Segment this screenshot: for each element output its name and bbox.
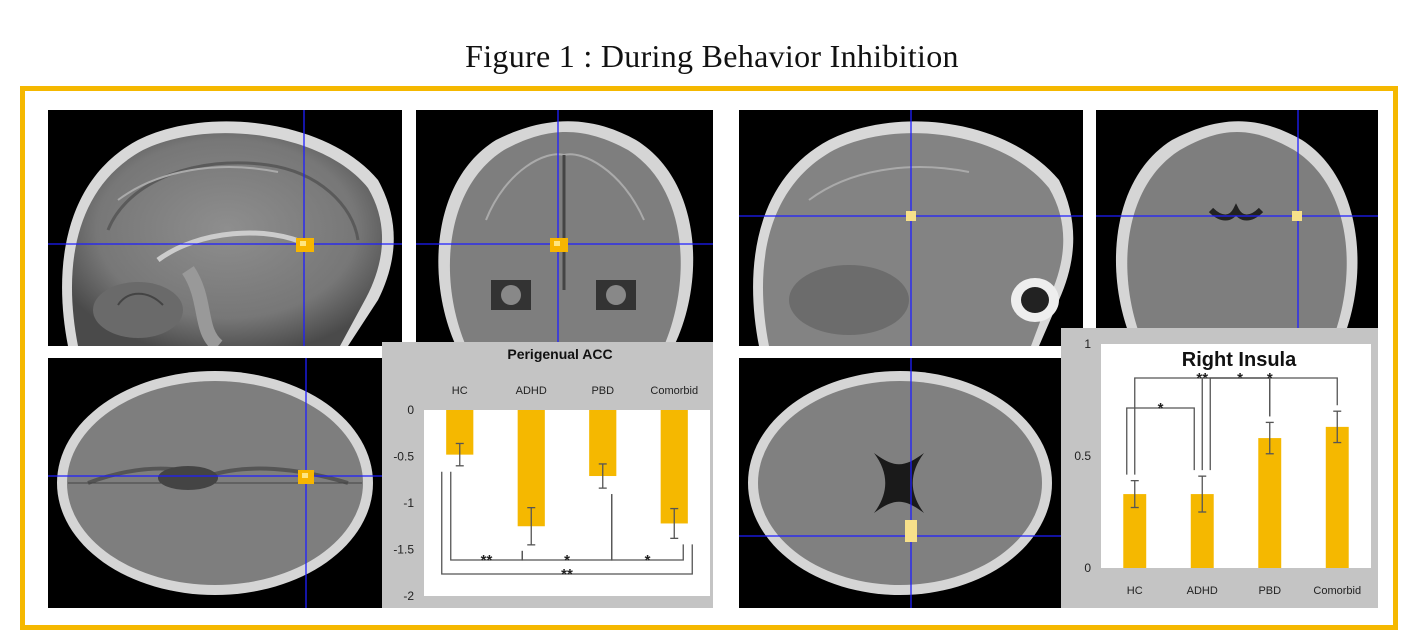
significance-label: * (1158, 400, 1164, 417)
y-tick-label: -0.5 (393, 450, 414, 464)
chart-title: Perigenual ACC (507, 346, 612, 362)
brain-sagittal-image (739, 110, 1083, 346)
significance-bracket (1126, 407, 1195, 475)
bar-comorbid (660, 410, 688, 524)
brain-sagittal-image (48, 110, 402, 346)
category-label: ADHD (516, 385, 547, 397)
y-tick-label: 1 (1084, 337, 1091, 351)
y-tick-label: -1.5 (393, 543, 414, 557)
significance-bracket (441, 471, 693, 575)
category-label: PBD (1258, 585, 1281, 597)
chart-title: Right Insula (1182, 349, 1297, 371)
brain-coronal-image (416, 110, 713, 346)
category-label: PBD (591, 385, 614, 397)
significance-bracket (611, 494, 684, 561)
bar-adhd (517, 410, 545, 527)
significance-label: * (645, 552, 651, 569)
chart-perigenual-acc: Perigenual ACC 0 -0.5 -1 -1.5 -2 HC ADHD PBD Como… (382, 342, 713, 608)
y-tick-label: 0 (407, 403, 414, 417)
y-tick-label: 0.5 (1074, 449, 1091, 463)
bar-pbd (1258, 438, 1282, 568)
bar-adhd (1190, 494, 1214, 568)
significance-label: * (564, 552, 570, 569)
category-label: ADHD (1187, 585, 1218, 597)
brain-axial-image (48, 358, 382, 608)
bar-comorbid (1325, 426, 1349, 568)
y-tick-label: -2 (403, 589, 414, 603)
bar-hc (1123, 494, 1147, 568)
significance-label: * (1267, 370, 1273, 387)
category-label: Comorbid (650, 385, 698, 397)
category-label: Comorbid (1313, 585, 1361, 597)
figure-frame (20, 86, 1398, 630)
significance-bracket (1201, 377, 1338, 471)
category-label: HC (452, 385, 468, 397)
chart-right-insula: Right Insula 0 0.5 1 HC ADHD PBD Comorbid * * ** * (1061, 328, 1378, 608)
brain-coronal-image (1096, 110, 1378, 346)
brain-axial-image (739, 358, 1061, 608)
significance-label: ** (561, 566, 573, 583)
y-tick-label: 0 (1084, 561, 1091, 575)
significance-label: ** (481, 552, 493, 569)
category-label: HC (1127, 585, 1143, 597)
y-tick-label: -1 (403, 496, 414, 510)
figure-title: Figure 1 : During Behavior Inhibition (465, 38, 959, 74)
